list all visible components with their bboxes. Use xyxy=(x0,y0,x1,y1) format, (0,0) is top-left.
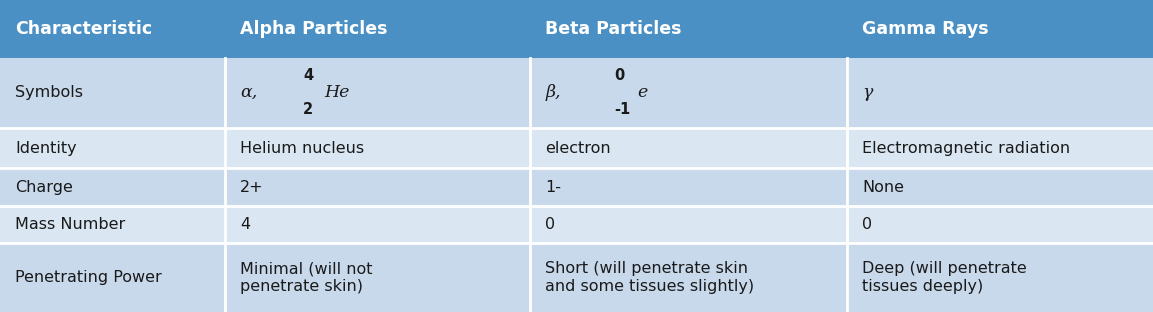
Text: Short (will penetrate skin
and some tissues slightly): Short (will penetrate skin and some tiss… xyxy=(545,261,754,294)
Bar xyxy=(225,168,530,206)
Text: e: e xyxy=(638,84,648,101)
Bar xyxy=(225,243,530,312)
Text: -1: -1 xyxy=(615,102,631,118)
Text: 4: 4 xyxy=(240,217,250,232)
Text: β,: β, xyxy=(545,84,560,101)
Bar xyxy=(530,206,847,243)
Bar xyxy=(847,243,1153,312)
Text: Electromagnetic radiation: Electromagnetic radiation xyxy=(862,141,1071,156)
Bar xyxy=(225,128,530,168)
Bar xyxy=(225,0,530,58)
Bar xyxy=(225,206,530,243)
Bar xyxy=(847,58,1153,128)
Bar xyxy=(0,58,225,128)
Bar xyxy=(530,243,847,312)
Text: Mass Number: Mass Number xyxy=(15,217,126,232)
Text: γ: γ xyxy=(862,84,873,101)
Bar xyxy=(530,0,847,58)
Text: Helium nucleus: Helium nucleus xyxy=(240,141,364,156)
Text: Identity: Identity xyxy=(15,141,76,156)
Bar xyxy=(847,128,1153,168)
Text: α,: α, xyxy=(240,84,257,101)
Bar xyxy=(0,128,225,168)
Text: 0: 0 xyxy=(615,68,625,83)
Bar xyxy=(847,206,1153,243)
Bar xyxy=(0,0,225,58)
Text: 2+: 2+ xyxy=(240,180,263,195)
Bar xyxy=(0,206,225,243)
Bar xyxy=(0,243,225,312)
Bar xyxy=(530,58,847,128)
Text: Gamma Rays: Gamma Rays xyxy=(862,20,989,38)
Text: 2: 2 xyxy=(303,102,314,118)
Text: Alpha Particles: Alpha Particles xyxy=(240,20,387,38)
Text: electron: electron xyxy=(545,141,611,156)
Bar xyxy=(0,168,225,206)
Text: Charge: Charge xyxy=(15,180,73,195)
Bar xyxy=(847,0,1153,58)
Bar xyxy=(530,168,847,206)
Text: 0: 0 xyxy=(545,217,556,232)
Text: Penetrating Power: Penetrating Power xyxy=(15,270,161,285)
Bar xyxy=(847,168,1153,206)
Bar xyxy=(225,58,530,128)
Text: Deep (will penetrate
tissues deeply): Deep (will penetrate tissues deeply) xyxy=(862,261,1027,294)
Text: Minimal (will not
penetrate skin): Minimal (will not penetrate skin) xyxy=(240,261,372,294)
Bar xyxy=(530,128,847,168)
Text: He: He xyxy=(324,84,349,101)
Text: 4: 4 xyxy=(303,68,314,83)
Text: Beta Particles: Beta Particles xyxy=(545,20,681,38)
Text: Characteristic: Characteristic xyxy=(15,20,152,38)
Text: Symbols: Symbols xyxy=(15,85,83,100)
Text: 1-: 1- xyxy=(545,180,562,195)
Text: 0: 0 xyxy=(862,217,873,232)
Text: None: None xyxy=(862,180,904,195)
